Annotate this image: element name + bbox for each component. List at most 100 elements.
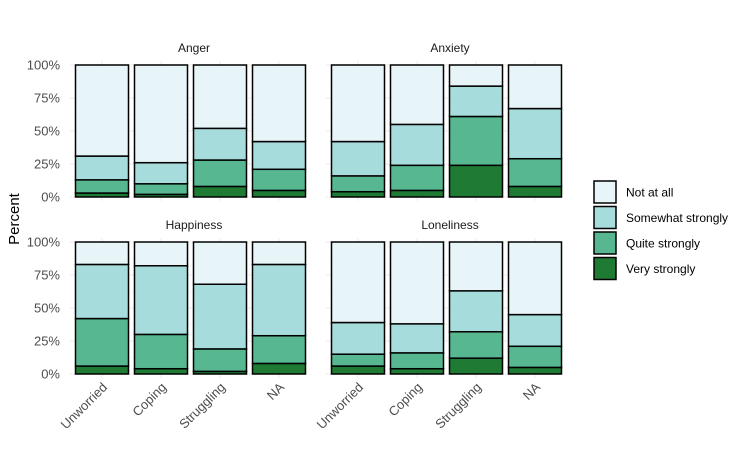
bar-segment-somewhat-strongly xyxy=(192,283,248,350)
bar-segment-not-at-all xyxy=(389,64,445,126)
panel-title: Loneliness xyxy=(421,218,478,232)
x-tick-label: Unworried xyxy=(58,380,111,433)
bar-segment-somewhat-strongly xyxy=(133,161,189,185)
bar-segment-very-strongly xyxy=(389,189,445,198)
y-tick-label: 50% xyxy=(34,301,60,316)
bar-segment-very-strongly xyxy=(448,357,504,375)
x-tick-label: Struggling xyxy=(432,380,484,432)
bar-segment-somewhat-strongly xyxy=(251,140,307,171)
bar-segment-very-strongly xyxy=(192,185,248,198)
legend-swatch xyxy=(593,205,617,230)
bar-segment-very-strongly xyxy=(507,366,563,375)
legend-label: Very strongly xyxy=(626,262,695,276)
panel-happiness: Happiness 0% 25% 50% 75% 100% Unworried Coping S… xyxy=(27,218,307,433)
x-tick-label: Unworried xyxy=(314,380,367,433)
bar-segment-not-at-all xyxy=(448,64,504,87)
bar-segment-quite-strongly xyxy=(192,159,248,188)
bar-segment-not-at-all xyxy=(74,64,130,157)
bar-segment-very-strongly xyxy=(330,190,386,198)
x-tick-label: NA xyxy=(520,379,544,403)
panel-anxiety: Anxiety xyxy=(326,41,563,201)
y-tick-label: 75% xyxy=(34,268,60,283)
bar-segment-not-at-all xyxy=(133,241,189,267)
legend-swatch xyxy=(593,256,617,281)
legend: Not at all Somewhat strongly Quite strongl… xyxy=(593,180,728,281)
panel-title: Anxiety xyxy=(430,41,469,55)
facet-panels: Anger 0% 25% 50% 75% 100% Anxiety Happiness 0% 25… xyxy=(27,41,563,433)
bar-segment-quite-strongly xyxy=(330,175,386,193)
bar-segment-somewhat-strongly xyxy=(133,265,189,336)
bar-segment-quite-strongly xyxy=(251,334,307,365)
bar-segment-quite-strongly xyxy=(74,179,130,194)
x-tick-label: Struggling xyxy=(176,380,228,432)
bar-segment-quite-strongly xyxy=(251,168,307,192)
bar-segment-quite-strongly xyxy=(448,331,504,359)
bar-segment-not-at-all xyxy=(192,64,248,130)
bar-segment-somewhat-strongly xyxy=(389,323,445,354)
bar-segment-quite-strongly xyxy=(389,164,445,192)
x-tick-label: Coping xyxy=(385,380,425,420)
y-tick-label: 0% xyxy=(41,190,60,205)
bar-segment-not-at-all xyxy=(448,241,504,292)
bar-segment-quite-strongly xyxy=(448,115,504,167)
bar-segment-somewhat-strongly xyxy=(74,263,130,320)
bar-segment-not-at-all xyxy=(507,64,563,110)
bar-segment-not-at-all xyxy=(389,241,445,325)
legend-label: Somewhat strongly xyxy=(626,211,728,225)
bar-segment-somewhat-strongly xyxy=(448,85,504,118)
legend-item: Very strongly xyxy=(593,256,695,281)
legend-swatch xyxy=(593,231,617,255)
bar-segment-very-strongly xyxy=(251,189,307,198)
legend-swatch xyxy=(593,180,617,204)
bar-segment-very-strongly xyxy=(389,367,445,375)
bar-segment-quite-strongly xyxy=(74,317,130,367)
bar-segment-not-at-all xyxy=(192,241,248,285)
bar-segment-very-strongly xyxy=(74,365,130,375)
bar-segment-quite-strongly xyxy=(330,353,386,367)
bar-segment-somewhat-strongly xyxy=(507,107,563,160)
x-tick-label: Coping xyxy=(129,380,169,420)
bar-segment-quite-strongly xyxy=(507,157,563,188)
bar-segment-somewhat-strongly xyxy=(507,313,563,348)
bar-segment-somewhat-strongly xyxy=(192,127,248,161)
bar-segment-very-strongly xyxy=(251,362,307,375)
y-tick-label: 25% xyxy=(34,334,60,349)
bar-segment-very-strongly xyxy=(330,365,386,375)
bar-segment-not-at-all xyxy=(330,64,386,143)
bar-segment-not-at-all xyxy=(251,64,307,143)
bar-segment-not-at-all xyxy=(507,241,563,316)
legend-label: Not at all xyxy=(626,186,673,200)
bar-segment-not-at-all xyxy=(330,241,386,324)
bar-segment-very-strongly xyxy=(133,367,189,375)
panel-loneliness: Loneliness Unworried Coping Struggling NA xyxy=(314,218,563,433)
bar-segment-not-at-all xyxy=(133,64,189,164)
bar-segment-very-strongly xyxy=(448,164,504,198)
legend-item: Somewhat strongly xyxy=(593,205,728,230)
y-tick-label: 100% xyxy=(27,235,61,250)
panel-title: Anger xyxy=(178,41,210,55)
bar-segment-somewhat-strongly xyxy=(389,123,445,167)
bar-segment-somewhat-strongly xyxy=(74,155,130,181)
y-tick-label: 75% xyxy=(34,91,60,106)
y-tick-label: 25% xyxy=(34,157,60,172)
bar-segment-somewhat-strongly xyxy=(448,290,504,333)
y-tick-label: 100% xyxy=(27,58,61,73)
bar-segment-somewhat-strongly xyxy=(251,263,307,337)
bar-segment-somewhat-strongly xyxy=(330,140,386,177)
legend-label: Quite strongly xyxy=(626,237,700,251)
bar-segment-quite-strongly xyxy=(389,352,445,370)
bar-segment-not-at-all xyxy=(74,241,130,266)
bar-segment-quite-strongly xyxy=(133,333,189,370)
panel-title: Happiness xyxy=(166,218,223,232)
legend-item: Quite strongly xyxy=(593,231,700,255)
bar-segment-quite-strongly xyxy=(507,345,563,369)
y-tick-label: 0% xyxy=(41,367,60,382)
panel-anger: Anger 0% 25% 50% 75% 100% xyxy=(27,41,307,205)
bar-segment-somewhat-strongly xyxy=(330,321,386,355)
bar-segment-very-strongly xyxy=(507,185,563,198)
y-tick-label: 50% xyxy=(34,124,60,139)
x-tick-label: NA xyxy=(264,379,288,403)
bar-segment-not-at-all xyxy=(251,241,307,266)
legend-item: Not at all xyxy=(593,180,673,204)
bar-segment-quite-strongly xyxy=(133,183,189,196)
